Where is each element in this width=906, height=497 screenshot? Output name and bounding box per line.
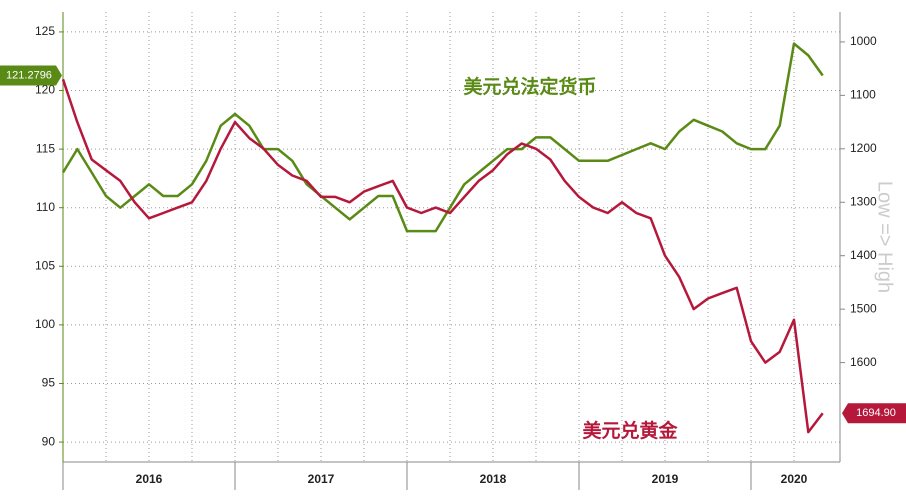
y2-tick-label: 1100: [850, 88, 876, 102]
annotation: 美元兑黄金: [582, 419, 678, 442]
y-tick-label: 120: [35, 83, 55, 97]
x-tick-label: 2016: [136, 472, 163, 486]
x-tick-label: 2017: [308, 472, 335, 486]
y2-tick-label: 1200: [850, 141, 877, 155]
y-tick-label: 125: [35, 24, 55, 38]
series-line: [61, 78, 824, 434]
last-value-label: 121.2796: [6, 69, 52, 81]
y2-title: Low => High: [874, 181, 896, 293]
y2-tick-label: 1300: [850, 194, 877, 208]
last-value-box: [842, 403, 906, 424]
y2-tick-label: 1500: [850, 301, 877, 315]
x-tick-label: 2020: [781, 472, 808, 486]
annotation: 美元兑法定货币: [463, 75, 596, 98]
x-tick-label: 2018: [480, 472, 507, 486]
series-line: [61, 42, 824, 233]
y-tick-label: 115: [36, 141, 55, 155]
y2-tick-label: 1600: [850, 355, 877, 369]
x-tick-label: 2019: [652, 472, 679, 486]
y-tick-label: 90: [42, 434, 56, 448]
y2-tick-label: 1000: [850, 34, 877, 48]
last-value-label: 1694.90: [856, 407, 896, 419]
y2-tick-label: 1400: [850, 248, 877, 262]
last-value-box: [0, 65, 62, 86]
y-tick-label: 100: [35, 317, 55, 331]
y-tick-label: 105: [35, 258, 55, 272]
y-tick-label: 95: [42, 376, 56, 390]
y-tick-label: 110: [36, 200, 55, 214]
